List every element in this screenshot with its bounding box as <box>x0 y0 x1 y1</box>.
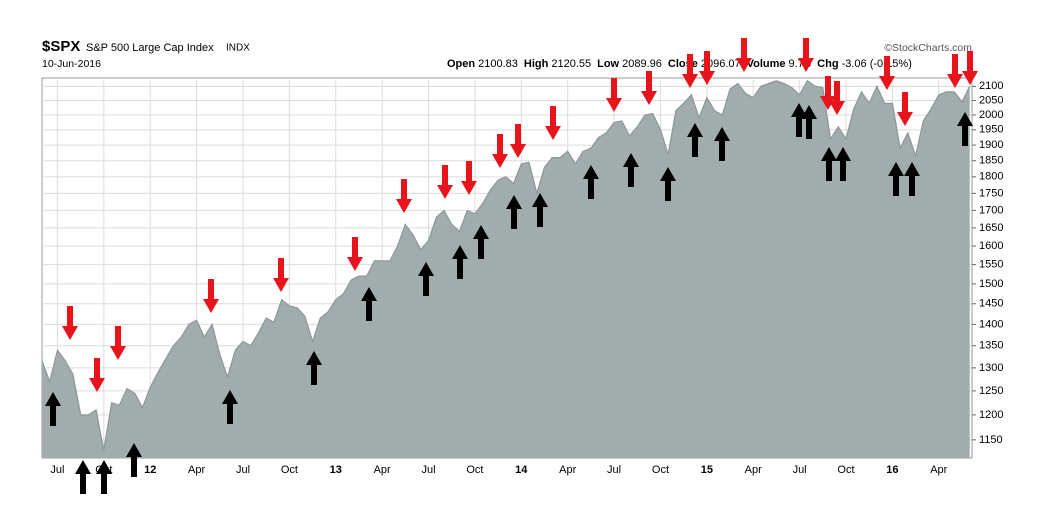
stat-label: Open <box>447 58 475 70</box>
stat-label: Close <box>668 58 698 70</box>
y-tick-label: 1850 <box>979 155 1003 167</box>
buy-arrow <box>75 460 91 494</box>
stat-value: -3.06 (-0.15%) <box>842 58 912 70</box>
chart-subtitle: S&P 500 Large Cap Index <box>86 42 214 54</box>
x-tick-label: Jul <box>607 464 621 476</box>
y-tick-label: 1800 <box>979 171 1003 183</box>
stat-label: High <box>524 58 549 70</box>
y-tick-label: 1200 <box>979 409 1003 421</box>
y-tick-label: 1950 <box>979 124 1003 136</box>
x-tick-label: Oct <box>281 464 298 476</box>
x-tick-label: 12 <box>144 464 156 476</box>
y-tick-label: 1450 <box>979 298 1003 310</box>
x-tick-label: Apr <box>930 464 947 476</box>
x-tick-label: Apr <box>559 464 576 476</box>
y-tick-label: 1600 <box>979 240 1003 252</box>
source: ©StockCharts.com <box>884 42 972 54</box>
x-tick-label: Apr <box>188 464 205 476</box>
y-tick-label: 2100 <box>979 80 1003 92</box>
y-tick-label: 2000 <box>979 109 1003 121</box>
data-layer <box>41 79 971 459</box>
x-tick-label: Oct <box>652 464 669 476</box>
x-tick-label: Oct <box>466 464 483 476</box>
y-tick-label: 1300 <box>979 362 1003 374</box>
stat-label: Chg <box>817 58 838 70</box>
x-tick-label: Oct <box>837 464 854 476</box>
x-tick-label: Apr <box>745 464 762 476</box>
x-tick-label: Apr <box>374 464 391 476</box>
y-tick-label: 1650 <box>979 222 1003 234</box>
y-tick-label: 1150 <box>979 434 1003 446</box>
stat-label: Low <box>597 58 619 70</box>
x-tick-label: 14 <box>515 464 528 476</box>
stat-value: 2120.55 <box>551 58 591 70</box>
stats: Open 2100.83 High 2120.55 Low 2089.96 Close 209… <box>447 58 912 70</box>
y-tick-label: 1700 <box>979 204 1003 216</box>
y-tick-label: 1500 <box>979 278 1003 290</box>
y-tick-label: 1900 <box>979 139 1003 151</box>
x-tick-label: Jul <box>50 464 64 476</box>
stat-value: 2100.83 <box>478 58 518 70</box>
y-tick-label: 1550 <box>979 259 1003 271</box>
date: 10-Jun-2016 <box>42 58 101 70</box>
y-tick-label: 1250 <box>979 385 1003 397</box>
y-tick-label: 1350 <box>979 340 1003 352</box>
x-tick-label: 13 <box>330 464 342 476</box>
x-tick-label: 15 <box>701 464 713 476</box>
chart-title: $SPX <box>42 38 80 55</box>
x-tick-label: 16 <box>886 464 898 476</box>
y-tick-label: 1400 <box>979 318 1003 330</box>
y-tick-label: 1750 <box>979 187 1003 199</box>
area <box>42 80 970 459</box>
stat-label: Volume <box>747 58 786 70</box>
y-tick-label: 2050 <box>979 94 1003 106</box>
exchange: INDX <box>226 43 250 54</box>
stat-value: 2096.07 <box>701 58 741 70</box>
x-tick-label: Jul <box>793 464 807 476</box>
line <box>41 79 971 451</box>
stat-value: 2089.96 <box>622 58 662 70</box>
x-tick-label: Jul <box>236 464 250 476</box>
x-tick-label: Jul <box>422 464 436 476</box>
